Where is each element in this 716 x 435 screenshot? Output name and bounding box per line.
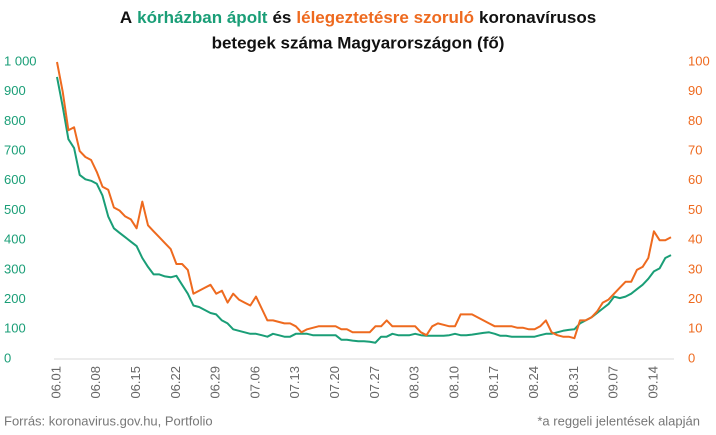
y-tick-label: 0 bbox=[4, 350, 11, 365]
title-part: koronavírusos bbox=[479, 8, 596, 27]
note: *a reggeli jelentések alapján bbox=[537, 413, 700, 428]
line bbox=[56, 76, 672, 344]
x-tick-label: 06.15 bbox=[128, 366, 143, 399]
x-tick-label: 06.22 bbox=[168, 366, 183, 399]
x-tick-label: 09.07 bbox=[606, 366, 621, 399]
y2-tick-label: 60 bbox=[688, 172, 702, 187]
source: Forrás: koronavirus.gov.hu, Portfolio bbox=[4, 413, 213, 428]
y2-tick-label: 100 bbox=[688, 53, 710, 68]
y2-tick-label: 80 bbox=[688, 113, 702, 128]
x-tick-label: 07.06 bbox=[247, 366, 262, 399]
title-part: A bbox=[120, 8, 132, 27]
y-tick-label: 300 bbox=[4, 261, 26, 276]
y2-tick-label: 70 bbox=[688, 143, 702, 158]
y-tick-label: 400 bbox=[4, 232, 26, 247]
x-tick-label: 08.24 bbox=[526, 366, 541, 399]
title-part: és bbox=[272, 8, 291, 27]
x-tick-label: 06.29 bbox=[208, 366, 223, 399]
y-tick-label: 200 bbox=[4, 291, 26, 306]
y-tick-label: 100 bbox=[4, 321, 26, 336]
x-tick-label: 08.03 bbox=[407, 366, 422, 399]
y2-tick-label: 30 bbox=[688, 261, 702, 276]
title-part: kórházban ápolt bbox=[137, 8, 268, 27]
y-tick-label: 800 bbox=[4, 113, 26, 128]
x-tick-label: 08.17 bbox=[486, 366, 501, 399]
x-tick-label: 07.13 bbox=[287, 366, 302, 399]
title-part: lélegeztetésre szoruló bbox=[296, 8, 474, 27]
y2-tick-label: 50 bbox=[688, 202, 702, 217]
y2-tick-label: 90 bbox=[688, 83, 702, 98]
y-tick-label: 900 bbox=[4, 83, 26, 98]
x-tick-label: 06.08 bbox=[88, 366, 103, 399]
x-tick-label: 06.01 bbox=[48, 366, 63, 399]
y2-tick-label: 20 bbox=[688, 291, 702, 306]
y-tick-label: 500 bbox=[4, 202, 26, 217]
y-tick-label: 600 bbox=[4, 172, 26, 187]
y2-tick-label: 40 bbox=[688, 232, 702, 247]
chart-title-line2: betegek száma Magyarországon (fő) bbox=[212, 33, 505, 52]
y-tick-label: 700 bbox=[4, 143, 26, 158]
line bbox=[56, 61, 672, 340]
y2-tick-label: 0 bbox=[688, 350, 695, 365]
x-tick-label: 07.27 bbox=[367, 366, 382, 399]
x-tick-label: 08.10 bbox=[446, 366, 461, 399]
x-tick-label: 07.20 bbox=[327, 366, 342, 399]
y2-tick-label: 10 bbox=[688, 321, 702, 336]
x-tick-label: 08.31 bbox=[566, 366, 581, 399]
x-tick-label: 09.14 bbox=[645, 366, 660, 399]
y-tick-label: 1 000 bbox=[4, 53, 37, 68]
